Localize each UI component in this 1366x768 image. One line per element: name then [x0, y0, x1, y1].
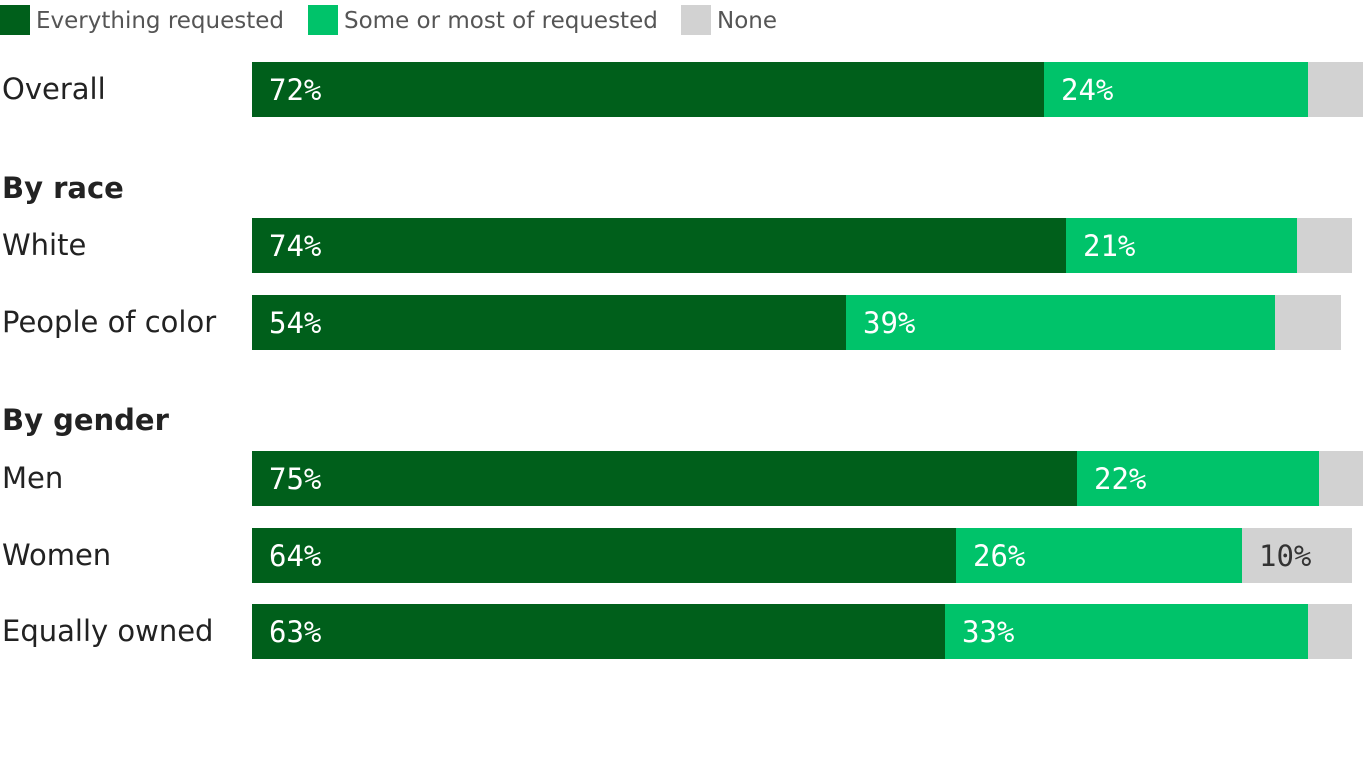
bar-segment-white-none [1297, 218, 1352, 273]
legend: Everything requested Some or most of requ… [0, 5, 777, 35]
row-label-people-of-color: People of color [2, 305, 216, 339]
legend-swatch-none [681, 5, 711, 35]
bar-segment-equally-owned-some-or-most-of-requested [945, 604, 1308, 659]
bar-segment-women-everything-requested [252, 528, 956, 583]
bar-segment-people-of-color-everything-requested [252, 295, 846, 350]
bar-row-equally-owned: 63% 33% [252, 604, 1352, 659]
bar-row-people-of-color: 54% 39% [252, 295, 1341, 350]
data-label-white-some-or-most-of-requested: 21% [1083, 229, 1135, 263]
bar-segment-people-of-color-some-or-most-of-requested [846, 295, 1275, 350]
bar-segment-men-some-or-most-of-requested [1077, 451, 1319, 506]
legend-label-none: None [717, 8, 777, 34]
data-label-men-some-or-most-of-requested: 22% [1094, 462, 1146, 496]
group-heading-by-gender: By gender [2, 403, 170, 437]
row-label-overall: Overall [2, 72, 106, 106]
row-label-white: White [2, 228, 86, 262]
legend-swatch-everything-requested [0, 5, 30, 35]
group-heading-by-race: By race [2, 171, 124, 205]
legend-swatch-some-or-most-of-requested [308, 5, 338, 35]
legend-label-some-or-most-of-requested: Some or most of requested [344, 8, 658, 34]
data-label-white-everything-requested: 74% [269, 229, 321, 263]
bar-segment-people-of-color-none [1275, 295, 1341, 350]
data-label-women-some-or-most-of-requested: 26% [973, 539, 1025, 573]
row-label-men: Men [2, 461, 63, 495]
data-label-women-none: 10% [1259, 539, 1311, 573]
bars: 72% 24% 74% 21% 54% 39% 75% 22% 64% 26% 10% 63% 33% [252, 62, 1363, 659]
bar-row-white: 74% 21% [252, 218, 1352, 273]
legend-label-everything-requested: Everything requested [36, 8, 284, 34]
data-label-people-of-color-some-or-most-of-requested: 39% [863, 306, 915, 340]
bar-segment-men-none [1319, 451, 1363, 506]
row-labels: Overall White People of color Men Women Equal… [2, 72, 216, 648]
bar-row-women: 64% 26% 10% [252, 528, 1352, 583]
data-label-equally-owned-some-or-most-of-requested: 33% [962, 615, 1014, 649]
bar-row-men: 75% 22% [252, 451, 1363, 506]
bar-segment-overall-none [1308, 62, 1363, 117]
bar-segment-white-everything-requested [252, 218, 1066, 273]
row-label-equally-owned: Equally owned [2, 614, 213, 648]
data-label-overall-everything-requested: 72% [269, 73, 321, 107]
data-label-people-of-color-everything-requested: 54% [269, 306, 321, 340]
bar-segment-equally-owned-none [1308, 604, 1352, 659]
data-label-equally-owned-everything-requested: 63% [269, 615, 321, 649]
bar-segment-men-everything-requested [252, 451, 1077, 506]
data-label-overall-some-or-most-of-requested: 24% [1061, 73, 1113, 107]
bar-segment-equally-owned-everything-requested [252, 604, 945, 659]
row-label-women: Women [2, 538, 111, 572]
bar-row-overall: 72% 24% [252, 62, 1363, 117]
data-label-women-everything-requested: 64% [269, 539, 321, 573]
bar-segment-women-none [1242, 528, 1352, 583]
group-headings: By race By gender [2, 171, 170, 437]
bar-segment-overall-everything-requested [252, 62, 1044, 117]
bar-segment-white-some-or-most-of-requested [1066, 218, 1297, 273]
bar-segment-women-some-or-most-of-requested [956, 528, 1242, 583]
data-label-men-everything-requested: 75% [269, 462, 321, 496]
bar-segment-overall-some-or-most-of-requested [1044, 62, 1308, 117]
